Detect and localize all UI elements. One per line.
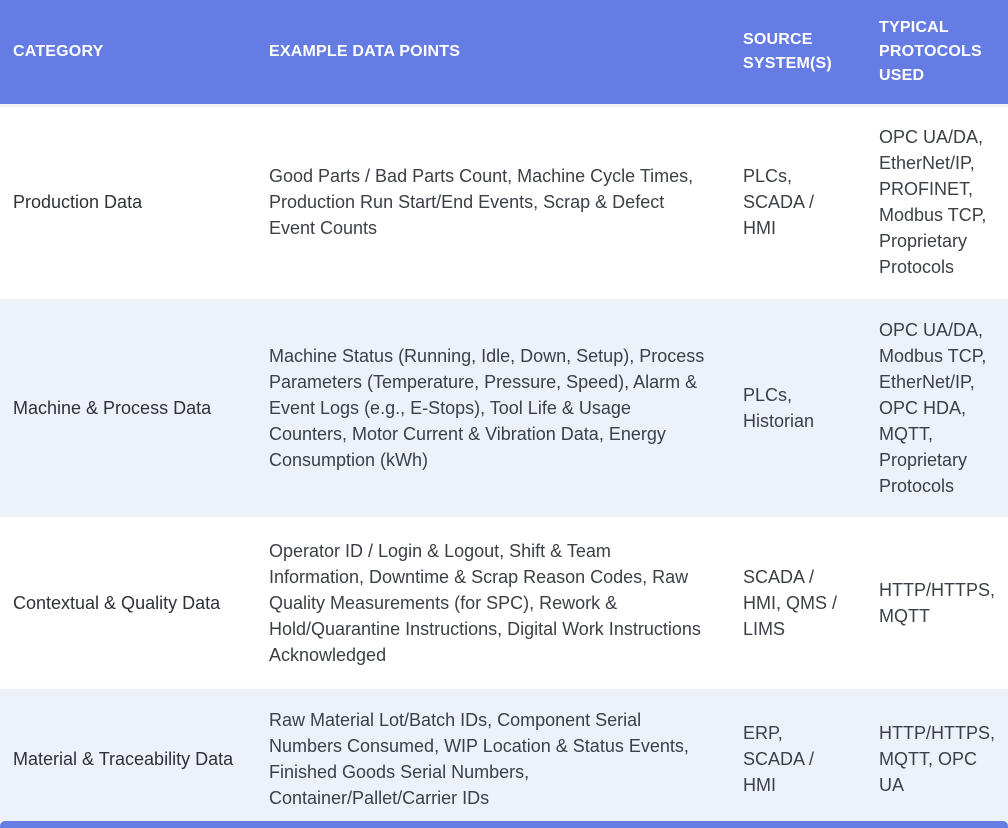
cell-example-data-points: Good Parts / Bad Parts Count, Machine Cy… bbox=[269, 165, 694, 238]
cell-example-data-points: Raw Material Lot/Batch IDs, Component Se… bbox=[269, 709, 689, 808]
cell-category: Material & Traceability Data bbox=[13, 748, 234, 769]
cell-example-data-points: Machine Status (Running, Idle, Down, Set… bbox=[269, 346, 705, 470]
cell-category: Production Data bbox=[13, 191, 143, 212]
cell-typical-protocols: HTTP/HTTPS, MQTT bbox=[879, 580, 995, 626]
cell-example-data-points: Operator ID / Login & Logout, Shift & Te… bbox=[269, 541, 701, 665]
column-header-typical-protocols-used: TYPICAL PROTOCOLS USED bbox=[879, 18, 982, 84]
column-header-example-data-points: EXAMPLE DATA POINTS bbox=[269, 42, 461, 60]
cell-source-systems: ERP, SCADA / HMI bbox=[743, 722, 815, 795]
partial-next-section-header bbox=[0, 821, 1008, 828]
column-header-source-systems: SOURCE SYSTEM(S) bbox=[743, 30, 832, 72]
cell-typical-protocols: OPC UA/DA, EtherNet/IP, PROFINET, Modbus… bbox=[879, 126, 987, 277]
cell-source-systems: PLCs, Historian bbox=[743, 385, 815, 431]
column-header-category: CATEGORY bbox=[13, 42, 104, 60]
cell-source-systems: PLCs, SCADA / HMI bbox=[743, 165, 815, 238]
cell-typical-protocols: HTTP/HTTPS, MQTT, OPC UA bbox=[879, 722, 995, 795]
table-row-machine-process-data: Machine & Process Data Machine Status (R… bbox=[0, 298, 1008, 518]
cell-category: Contextual & Quality Data bbox=[13, 593, 221, 613]
table-row-contextual-quality-data: Contextual & Quality Data Operator ID / … bbox=[0, 518, 1008, 688]
table-row-material-traceability-data: Material & Traceability Data Raw Materia… bbox=[0, 688, 1008, 828]
table-header-row: CATEGORY EXAMPLE DATA POINTS SOURCE SYST… bbox=[0, 0, 1008, 105]
table-row-production-data: Production Data Good Parts / Bad Parts C… bbox=[0, 105, 1008, 298]
cell-source-systems: SCADA / HMI, QMS / LIMS bbox=[743, 567, 837, 639]
cell-category: Machine & Process Data bbox=[13, 398, 212, 418]
cell-typical-protocols: OPC UA/DA, Modbus TCP, EtherNet/IP, OPC … bbox=[879, 320, 987, 496]
